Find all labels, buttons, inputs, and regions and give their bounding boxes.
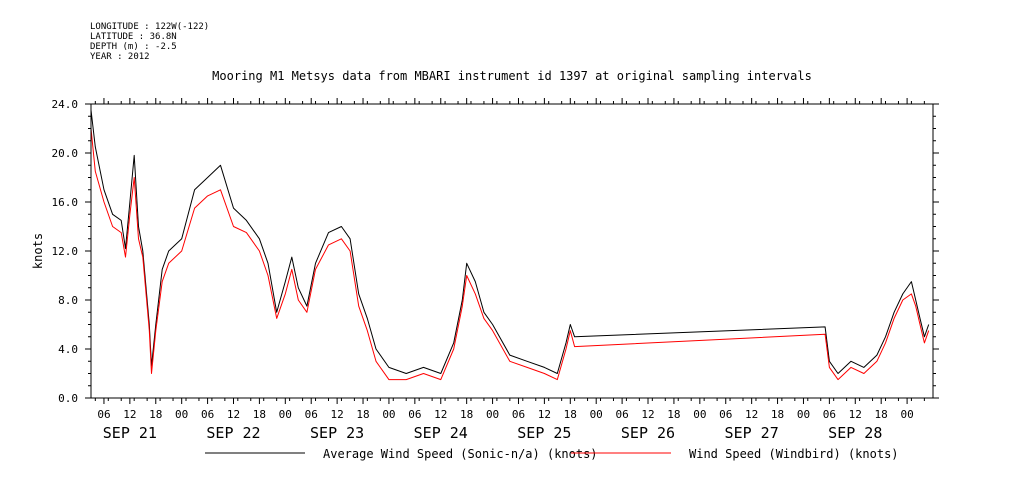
x-hour-tick-label: 00 xyxy=(693,408,706,421)
x-hour-tick-label: 06 xyxy=(512,408,525,421)
x-hour-tick-label: 06 xyxy=(201,408,214,421)
x-hour-tick-label: 00 xyxy=(279,408,292,421)
x-hour-tick-label: 00 xyxy=(382,408,395,421)
x-day-tick-label: SEP 23 xyxy=(310,424,364,442)
legend-label-windbird: Wind Speed (Windbird) (knots) xyxy=(689,447,899,461)
x-hour-tick-label: 12 xyxy=(538,408,551,421)
data-series xyxy=(90,110,930,381)
chart-title: Mooring M1 Metsys data from MBARI instru… xyxy=(212,69,812,83)
x-hour-tick-label: 18 xyxy=(356,408,369,421)
y-axis-label: knots xyxy=(31,233,45,269)
y-tick-label: 12.0 xyxy=(52,245,79,258)
x-hour-tick-label: 06 xyxy=(615,408,628,421)
x-hour-tick-label: 12 xyxy=(745,408,758,421)
longitude-label: LONGITUDE : 122W(-122) xyxy=(90,22,209,32)
x-hour-tick-label: 12 xyxy=(434,408,447,421)
x-hour-tick-label: 00 xyxy=(175,408,188,421)
series-line-sonic xyxy=(90,110,930,374)
year-label: YEAR : 2012 xyxy=(90,52,150,62)
x-hour-tick-label: 18 xyxy=(564,408,577,421)
x-hour-tick-label: 12 xyxy=(641,408,654,421)
x-hour-tick-label: 18 xyxy=(875,408,888,421)
x-hour-tick-label: 18 xyxy=(253,408,266,421)
x-hour-tick-label: 12 xyxy=(123,408,136,421)
x-day-tick-label: SEP 28 xyxy=(828,424,882,442)
x-hour-tick-label: 00 xyxy=(590,408,603,421)
x-day-tick-label: SEP 26 xyxy=(621,424,675,442)
y-tick-label: 20.0 xyxy=(52,147,79,160)
x-hour-tick-label: 18 xyxy=(460,408,473,421)
x-day-tick-label: SEP 24 xyxy=(414,424,468,442)
depth-label: DEPTH (m) : -2.5 xyxy=(90,42,177,52)
x-hour-tick-label: 12 xyxy=(227,408,240,421)
y-tick-label: 4.0 xyxy=(58,343,78,356)
legend-label-sonic: Average Wind Speed (Sonic-n/a) (knots) xyxy=(323,447,598,461)
y-tick-label: 16.0 xyxy=(52,196,79,209)
y-tick-label: 0.0 xyxy=(58,392,78,405)
x-hour-tick-label: 00 xyxy=(486,408,499,421)
x-hour-tick-label: 06 xyxy=(97,408,110,421)
x-hour-tick-label: 06 xyxy=(719,408,732,421)
x-hour-tick-label: 12 xyxy=(849,408,862,421)
x-hour-tick-label: 18 xyxy=(667,408,680,421)
x-hour-tick-label: 00 xyxy=(900,408,913,421)
x-hour-tick-label: 18 xyxy=(149,408,162,421)
x-hour-tick-label: 06 xyxy=(408,408,421,421)
x-hour-tick-label: 12 xyxy=(330,408,343,421)
y-tick-label: 24.0 xyxy=(52,98,79,111)
plot-frame xyxy=(90,103,934,399)
x-day-tick-label: SEP 27 xyxy=(725,424,779,442)
x-hour-tick-label: 18 xyxy=(771,408,784,421)
y-tick-label: 8.0 xyxy=(58,294,78,307)
x-day-tick-label: SEP 25 xyxy=(517,424,571,442)
axis-ticks: 06 12 18 00 06 12 18 00 06 12 18 00 06 12 18 00 06 12 18 00… xyxy=(52,98,939,442)
x-hour-tick-label: 00 xyxy=(797,408,810,421)
series-line-windbird xyxy=(90,128,930,381)
x-hour-tick-label: 06 xyxy=(305,408,318,421)
latitude-label: LATITUDE : 36.8N xyxy=(90,32,177,42)
x-day-tick-label: SEP 22 xyxy=(206,424,260,442)
x-day-tick-label: SEP 21 xyxy=(103,424,157,442)
x-hour-tick-label: 06 xyxy=(823,408,836,421)
